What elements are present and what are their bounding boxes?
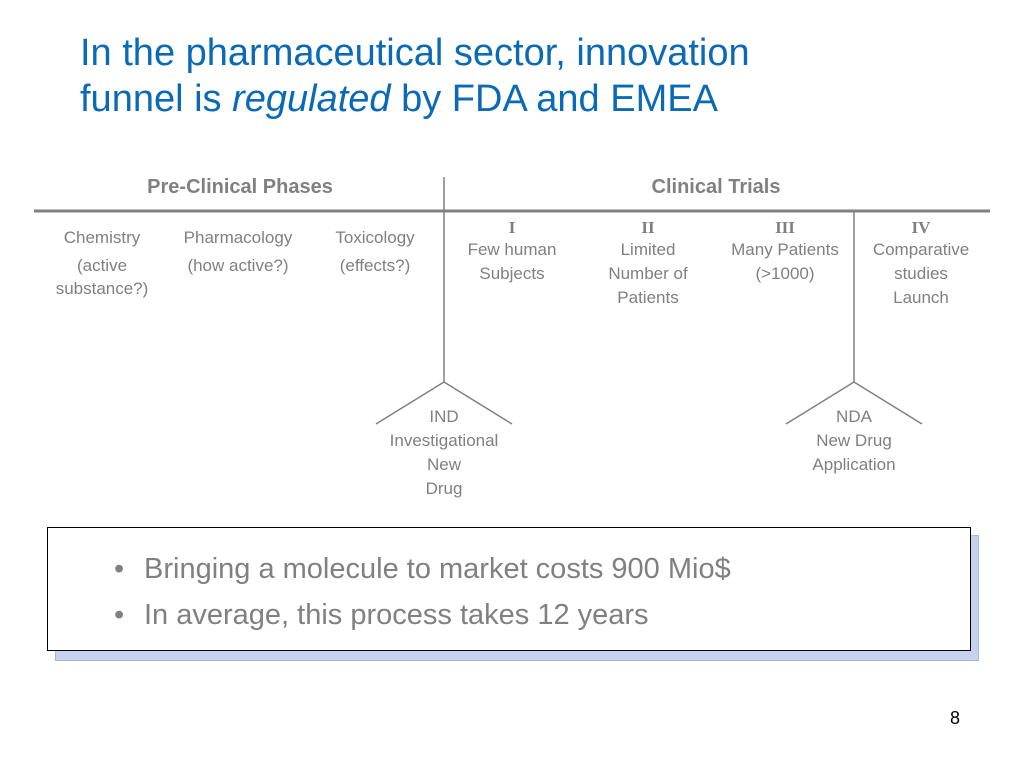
nda-gate-label: NDA New Drug Application (784, 405, 924, 477)
phase-description: Comparative (872, 240, 970, 259)
gate-text: Investigational (389, 431, 499, 450)
title-line-2-prefix: funnel is (80, 78, 233, 120)
phase-description: Number of (608, 264, 688, 283)
slide-title: In the pharmaceutical sector, innovation… (80, 30, 980, 122)
clinical-trials-header: Clinical Trials (651, 176, 781, 198)
phase-toxicology: Toxicology (effects?) (320, 226, 430, 277)
gate-text: Application (812, 455, 896, 474)
bullet-text: In average, this process takes 12 years (144, 599, 649, 631)
preclinical-header: Pre-Clinical Phases (147, 176, 333, 198)
gate-text: New Drug (816, 431, 892, 450)
bullet-text: Bringing a molecule to market costs 900 … (144, 553, 731, 585)
nda-left-arm (785, 381, 855, 425)
phase-description: Many Patients (731, 240, 839, 259)
ind-right-arm (443, 381, 513, 425)
gate-abbreviation: IND (429, 407, 459, 426)
bullet-marker: • (114, 599, 125, 631)
ind-left-arm (375, 381, 445, 425)
clinical-phase-1: I Few human Subjects (452, 218, 572, 286)
gate-text: Drug (425, 479, 463, 498)
phase-pharmacology: Pharmacology (how active?) (173, 226, 303, 277)
phase-question: (effects?) (339, 256, 411, 275)
bullet-list: • Bringing a molecule to market costs 900… (114, 546, 731, 638)
phase-description: Launch (893, 288, 949, 307)
phase-question: (active substance?) (55, 256, 149, 298)
phase-description: Few human (467, 240, 557, 259)
phase-number: IV (911, 218, 931, 237)
bullet-item: • Bringing a molecule to market costs 900… (114, 546, 731, 592)
phase-question: (how active?) (187, 256, 289, 275)
phase-name: Pharmacology (183, 228, 293, 247)
title-line-1: In the pharmaceutical sector, innovation (80, 32, 750, 74)
phase-description: Limited (620, 240, 676, 259)
clinical-phase-2: II Limited Number of Patients (590, 218, 706, 310)
page-number: 8 (950, 708, 961, 728)
callout-box: • Bringing a molecule to market costs 900… (47, 527, 971, 651)
phase-chemistry: Chemistry (active substance?) (42, 226, 162, 300)
title-line-2-suffix: by FDA and EMEA (390, 78, 718, 120)
phase-description: (>1000) (755, 264, 815, 283)
clinical-phase-4: IV Comparative studies Launch (862, 218, 980, 310)
phase-name: Toxicology (335, 228, 415, 247)
nda-right-arm (853, 381, 923, 425)
gate-text: New (426, 455, 461, 474)
bullet-marker: • (114, 553, 125, 585)
phase-description: Patients (617, 288, 679, 307)
phase-number: II (641, 218, 655, 237)
phase-description: Subjects (479, 264, 545, 283)
bullet-item: • In average, this process takes 12 years (114, 592, 731, 638)
phase-name: Chemistry (63, 228, 141, 247)
clinical-phase-3: III Many Patients (>1000) (720, 218, 850, 286)
title-emphasis: regulated (232, 78, 391, 120)
phase-description: studies (894, 264, 948, 283)
ind-gate-label: IND Investigational New Drug (374, 405, 514, 501)
phase-number: III (775, 218, 795, 237)
gate-abbreviation: NDA (836, 407, 872, 426)
phase-number: I (508, 218, 516, 237)
